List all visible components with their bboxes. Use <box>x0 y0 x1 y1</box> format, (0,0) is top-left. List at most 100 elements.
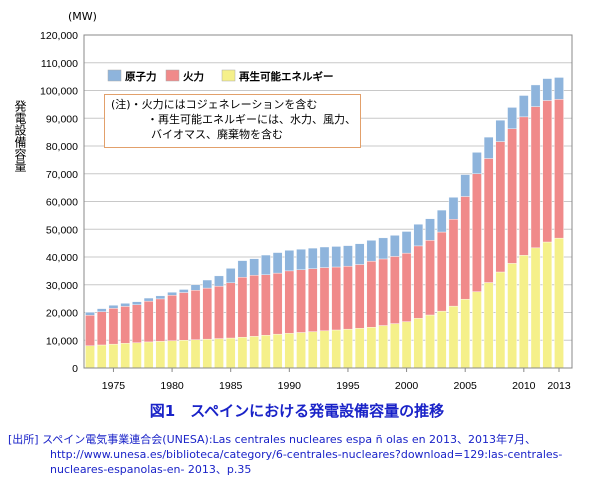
x-tick-label: 2013 <box>547 380 571 392</box>
y-tick-labels: 0 10,000 20,000 30,000 40,000 50,000 60,000 70,… <box>40 30 78 375</box>
note-line-1: (注)・火力にはコジェネレーションを含む <box>111 98 318 111</box>
x-tick-label: 1980 <box>160 380 184 392</box>
legend: 原子力 火力 再生可能エネルギー <box>107 69 334 83</box>
bar-segment-thermal <box>519 116 529 256</box>
bar-segment-thermal <box>460 196 470 300</box>
bar-segment-thermal <box>331 266 341 331</box>
bar-segment-renewable <box>331 329 341 369</box>
bar-segment-renewable <box>319 330 330 369</box>
bar-segment-nuclear <box>436 209 447 233</box>
bar-segment-renewable <box>495 271 506 369</box>
bar-segment-nuclear <box>272 252 283 274</box>
y-tick-label: 70,000 <box>46 169 78 181</box>
bar-segment-nuclear <box>472 152 482 174</box>
x-tick-label: 1990 <box>278 380 302 392</box>
bar-segment-thermal <box>401 252 412 322</box>
y-tick-label: 100,000 <box>40 86 78 98</box>
bar-segment-nuclear <box>214 275 224 287</box>
legend-swatch <box>221 69 236 82</box>
bar-segment-nuclear <box>331 246 341 268</box>
bar-segment-thermal <box>366 260 377 328</box>
note-line-2: ・再生可能エネルギーには、水力、風力、 <box>147 113 356 126</box>
bar-segment-renewable <box>202 338 213 369</box>
y-tick-label: 110,000 <box>41 58 78 70</box>
bar-segment-nuclear <box>155 295 166 300</box>
bar-segment-renewable <box>296 332 306 369</box>
bar-segment-renewable <box>167 340 177 369</box>
bar-segment-nuclear <box>143 297 154 302</box>
bar-segment-nuclear <box>190 284 201 291</box>
x-tick-label: 1975 <box>102 380 126 392</box>
bar-segment-nuclear <box>225 268 236 284</box>
bar-segment-thermal <box>85 315 95 346</box>
bar-segment-thermal <box>96 311 107 346</box>
bar-segment-thermal <box>190 290 201 340</box>
bar-segment-renewable <box>249 336 259 369</box>
note-line-3: バイオマス、廃棄物を含む <box>151 128 283 141</box>
bar-segment-nuclear <box>179 289 189 293</box>
bar-segment-thermal <box>261 274 271 336</box>
bar-segment-renewable <box>272 333 283 369</box>
x-tick-labels: 1975 1980 1985 1990 1995 2000 2005 2010 2013 <box>102 368 571 392</box>
y-unit-label: (MW) <box>68 10 97 23</box>
x-tick-label: 1985 <box>219 380 243 392</box>
bar-segment-renewable <box>225 337 236 369</box>
bar-segment-thermal <box>530 106 541 249</box>
bar-segment-thermal <box>319 267 330 332</box>
bar-segment-nuclear <box>319 246 330 268</box>
bar-segment-nuclear <box>507 107 517 130</box>
bar-segment-nuclear <box>284 250 295 272</box>
bar-segment-thermal <box>167 295 177 342</box>
bar-segment-nuclear <box>366 240 377 262</box>
x-tick-label: 2000 <box>395 380 419 392</box>
stacked-bar-chart: 0 10,000 20,000 30,000 40,000 50,000 60,000 70,… <box>40 30 573 392</box>
bar-segment-renewable <box>284 333 295 369</box>
bar-segment-renewable <box>542 241 553 369</box>
bar-segment-thermal <box>542 100 553 243</box>
bar-segment-thermal <box>343 265 353 330</box>
bar-segment-renewable <box>507 263 517 369</box>
bar-segment-nuclear <box>308 247 318 269</box>
bar-segment-renewable <box>96 344 107 369</box>
bar-segment-thermal <box>413 245 424 319</box>
bar-segment-nuclear <box>530 84 541 107</box>
bar-segment-thermal <box>272 272 283 335</box>
bar-segment-thermal <box>483 158 494 283</box>
bar-segment-renewable <box>190 339 201 369</box>
x-tick-label: 2005 <box>454 380 478 392</box>
bar-segment-nuclear <box>483 136 494 159</box>
bar-segment-renewable <box>390 323 400 369</box>
bar-segment-nuclear <box>85 312 95 316</box>
bar-segment-renewable <box>120 343 130 369</box>
bar-segment-nuclear <box>237 260 248 278</box>
source-line-1: [出所] スペイン電気事業連合会(UNESA):Las centrales nu… <box>8 433 537 446</box>
bar-segment-renewable <box>343 328 353 369</box>
y-tick-label: 120,000 <box>40 30 78 42</box>
bar-segment-nuclear <box>519 95 529 118</box>
chart-note: (注)・火力にはコジェネレーションを含む ・再生可能エネルギーには、水力、風力、… <box>104 94 361 148</box>
bar-segment-renewable <box>425 314 435 369</box>
bar-segment-renewable <box>354 328 365 369</box>
legend-label: 再生可能エネルギー <box>239 70 334 83</box>
x-tick-label: 2010 <box>512 380 536 392</box>
bar-segment-renewable <box>308 331 318 369</box>
x-tick-label: 1995 <box>336 380 360 392</box>
bar-segment-renewable <box>155 341 166 369</box>
bar-segment-thermal <box>108 308 119 345</box>
bar-segment-thermal <box>214 285 224 339</box>
bar-segment-nuclear <box>495 119 506 142</box>
bar-segment-renewable <box>472 291 482 369</box>
bar-segment-thermal <box>308 268 318 332</box>
bar-segment-thermal <box>132 304 142 343</box>
bar-segment-nuclear <box>132 301 142 305</box>
bar-segment-thermal <box>390 256 400 324</box>
bar-segment-nuclear <box>401 231 412 254</box>
bar-segment-nuclear <box>167 292 177 296</box>
bar-segment-nuclear <box>460 174 470 197</box>
bar-segment-renewable <box>132 342 142 369</box>
bar-segment-thermal <box>284 270 295 334</box>
bar-segment-nuclear <box>120 303 130 307</box>
y-tick-label: 20,000 <box>46 308 78 320</box>
bar-segment-thermal <box>296 269 306 333</box>
bar-segment-renewable <box>143 341 154 369</box>
